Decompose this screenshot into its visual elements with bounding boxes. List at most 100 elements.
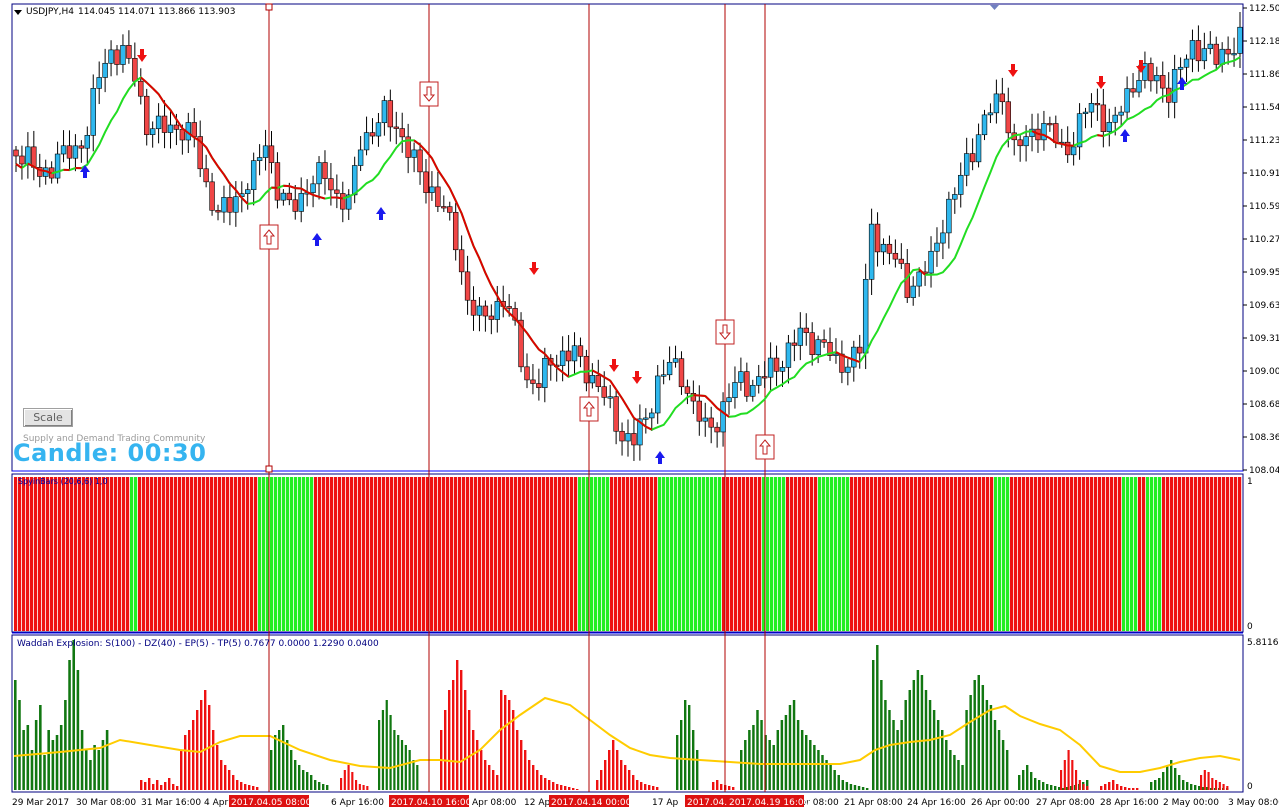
time-tick-label: 29 Mar 2017	[12, 798, 69, 808]
spyin-bar	[1066, 477, 1070, 631]
spyin-bar	[518, 477, 522, 631]
chart-shift-marker[interactable]	[990, 5, 999, 10]
spyin-bar	[486, 477, 490, 631]
waddah-bar	[716, 780, 719, 790]
waddah-bar	[688, 705, 691, 790]
candle	[833, 353, 839, 356]
spyin-bar	[1118, 477, 1122, 631]
waddah-bar	[632, 775, 635, 790]
candle	[25, 146, 31, 165]
candle	[375, 122, 382, 137]
candle	[369, 132, 376, 137]
candle	[809, 332, 815, 355]
spyin-bar	[694, 477, 698, 631]
waddah-bar	[1100, 786, 1103, 790]
spyin-bar	[182, 477, 186, 631]
waddah-bar	[536, 770, 539, 790]
time-axis: 29 Mar 2017 30 Mar 08:00 31 Mar 16:00 4 Apr…	[12, 795, 1279, 808]
candle	[613, 396, 619, 432]
candle	[37, 167, 43, 177]
candle	[785, 342, 792, 368]
candle	[363, 132, 370, 151]
waddah-bar	[600, 770, 603, 790]
waddah-bar	[1136, 788, 1139, 790]
spyin-bar	[526, 477, 530, 631]
candle	[577, 345, 584, 357]
spyin-bar	[966, 477, 970, 631]
candle	[898, 258, 905, 264]
spyin-bar	[1038, 477, 1042, 631]
waddah-bar	[813, 745, 816, 790]
waddah-bar	[760, 720, 763, 790]
spyin-bar	[706, 477, 710, 631]
spyin-bar	[382, 477, 386, 631]
spyin-bar	[958, 477, 962, 631]
candle	[470, 299, 477, 316]
waddah-bar	[945, 740, 948, 790]
spyin-bar	[346, 477, 350, 631]
waddah-bar	[1190, 784, 1193, 790]
sell-arrow-icon	[632, 371, 642, 384]
spyin-bar	[1026, 477, 1030, 631]
spyin-bar	[1170, 477, 1174, 631]
candle	[334, 189, 340, 194]
waddah-bar	[1086, 780, 1089, 790]
candle	[120, 45, 126, 65]
candle	[702, 417, 708, 422]
spyin-bar	[538, 477, 542, 631]
candle	[96, 77, 102, 89]
candle	[203, 168, 209, 183]
waddah-bar	[101, 740, 105, 790]
waddah-bar	[1200, 775, 1203, 790]
spyin-bar	[754, 477, 758, 631]
spyin-bar	[834, 477, 838, 631]
spyin-bar	[1082, 477, 1086, 631]
price-tick-label: 110.910	[1249, 169, 1279, 179]
spyin-bar	[1218, 477, 1222, 631]
spyin-bar	[1122, 477, 1126, 631]
spyin-bar	[826, 477, 830, 631]
waddah-bar	[468, 710, 471, 790]
spyin-bar	[938, 477, 942, 631]
waddah-bar	[656, 787, 659, 790]
waddah-bar	[624, 765, 627, 790]
spyin-bar	[550, 477, 554, 631]
time-tick-label: Apr 08:00	[472, 798, 517, 808]
candle	[756, 376, 762, 386]
candle	[1112, 114, 1118, 123]
waddah-bar	[616, 750, 619, 790]
time-highlight-label: 2017.04.19 16:00	[729, 798, 810, 808]
waddah-bar	[892, 720, 895, 790]
waddah-bar	[748, 730, 751, 790]
scale-button[interactable]: Scale	[23, 408, 73, 427]
signal-box	[715, 319, 735, 345]
waddah-bar	[916, 670, 920, 790]
waddah-bar	[516, 730, 519, 790]
waddah-panel-border	[11, 634, 1244, 793]
spyin-bar	[542, 477, 546, 631]
dropdown-triangle-icon[interactable]	[14, 9, 22, 15]
spyin-bar	[1150, 477, 1154, 631]
spyin-bar	[842, 477, 846, 631]
waddah-bar	[512, 710, 515, 790]
candle	[916, 271, 922, 287]
waddah-bar	[1078, 780, 1081, 790]
sell-arrow-icon	[1136, 60, 1146, 73]
spyin-bar	[702, 477, 706, 631]
waddah-bar	[604, 760, 607, 790]
waddah-bar	[381, 710, 385, 790]
candle	[946, 198, 952, 234]
candle	[1177, 66, 1184, 70]
candle	[1047, 123, 1053, 126]
spyin-bar	[22, 477, 26, 631]
spyin-bar	[106, 477, 110, 631]
spyin-bar	[806, 477, 810, 631]
waddah-bar	[544, 778, 547, 790]
spyin-bar	[666, 477, 670, 631]
spyin-bar	[762, 477, 766, 631]
spyin-bar	[1210, 477, 1214, 631]
spyin-bar	[1094, 477, 1098, 631]
spyin-bar	[1086, 477, 1090, 631]
waddah-bar	[504, 695, 507, 790]
